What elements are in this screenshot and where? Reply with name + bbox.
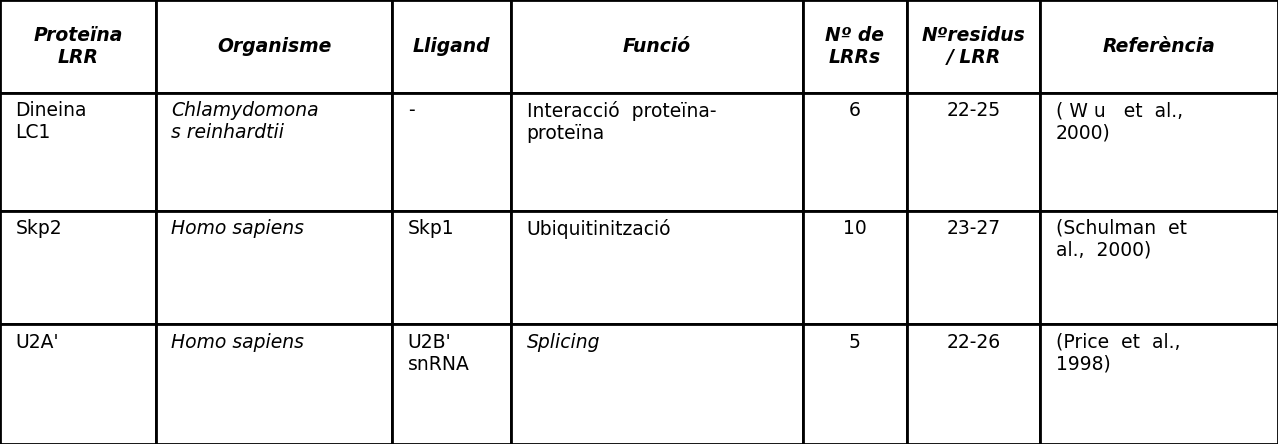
Text: Proteïna
LRR: Proteïna LRR [33,26,123,67]
Text: 10: 10 [843,219,866,238]
Text: Skp2: Skp2 [15,219,61,238]
Bar [1040,324,1278,444]
Text: 23-27: 23-27 [947,219,1001,238]
Bar [803,324,907,444]
Text: 6: 6 [849,102,861,120]
Text: 22-25: 22-25 [947,102,1001,120]
Bar [907,93,1040,211]
Bar [1040,211,1278,324]
Bar [1040,93,1278,211]
Text: Chlamydomona
s reinhardtii: Chlamydomona s reinhardtii [171,102,320,143]
Text: 5: 5 [849,333,861,352]
Bar [0,0,156,93]
Bar [392,93,511,211]
Text: Lligand: Lligand [413,37,491,56]
Text: Funció: Funció [622,37,691,56]
Text: Referència: Referència [1103,37,1215,56]
Text: -: - [408,102,414,120]
Text: Nºresidus
/ LRR: Nºresidus / LRR [921,26,1026,67]
Bar [803,211,907,324]
Text: Interacció  proteïna-
proteïna: Interacció proteïna- proteïna [527,102,716,143]
Text: ( W u   et  al.,
2000): ( W u et al., 2000) [1056,102,1182,143]
Bar [511,324,803,444]
Text: Dineina
LC1: Dineina LC1 [15,102,87,143]
Bar [511,0,803,93]
Bar [156,93,392,211]
Bar [907,211,1040,324]
Text: Homo sapiens: Homo sapiens [171,333,304,352]
Bar [0,93,156,211]
Text: Ubiquitinització: Ubiquitinització [527,219,671,239]
Text: (Price  et  al.,
1998): (Price et al., 1998) [1056,333,1180,373]
Bar [156,324,392,444]
Text: (Schulman  et
al.,  2000): (Schulman et al., 2000) [1056,219,1187,260]
Bar [511,93,803,211]
Bar [0,324,156,444]
Bar [156,0,392,93]
Text: Organisme: Organisme [217,37,331,56]
Text: U2B'
snRNA: U2B' snRNA [408,333,469,373]
Bar [803,93,907,211]
Bar [392,324,511,444]
Bar [0,211,156,324]
Bar [511,211,803,324]
Text: 22-26: 22-26 [947,333,1001,352]
Bar [907,0,1040,93]
Bar [156,211,392,324]
Text: Splicing: Splicing [527,333,601,352]
Text: Homo sapiens: Homo sapiens [171,219,304,238]
Text: U2A': U2A' [15,333,59,352]
Text: Nº de
LRRs: Nº de LRRs [826,26,884,67]
Bar [392,0,511,93]
Text: Skp1: Skp1 [408,219,454,238]
Bar [803,0,907,93]
Bar [1040,0,1278,93]
Bar [392,211,511,324]
Bar [907,324,1040,444]
